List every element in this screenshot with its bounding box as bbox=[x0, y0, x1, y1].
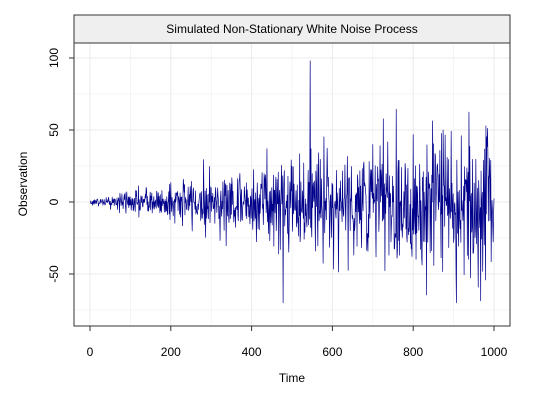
y-tick-label: 50 bbox=[47, 123, 61, 137]
plot-panel-border bbox=[73, 42, 511, 327]
y-axis: -50 0 50 100 bbox=[47, 48, 74, 283]
x-axis-title: Time bbox=[279, 371, 306, 385]
y-tick-label: -50 bbox=[47, 265, 61, 283]
x-axis: 0 200 400 600 800 1000 bbox=[87, 326, 508, 359]
x-tick-label: 800 bbox=[403, 345, 423, 359]
y-axis-title: Observation bbox=[16, 152, 30, 217]
x-tick-label: 400 bbox=[242, 345, 262, 359]
x-tick-label: 1000 bbox=[481, 345, 508, 359]
y-tick-label: 100 bbox=[47, 48, 61, 68]
series-group bbox=[90, 60, 495, 304]
x-tick-label: 200 bbox=[161, 345, 181, 359]
chart-title: Simulated Non-Stationary White Noise Pro… bbox=[166, 22, 417, 36]
y-tick-label: 0 bbox=[47, 198, 61, 205]
x-tick-label: 600 bbox=[322, 345, 342, 359]
series-line bbox=[90, 60, 495, 304]
x-tick-label: 0 bbox=[87, 345, 94, 359]
strip-header bbox=[73, 14, 511, 44]
